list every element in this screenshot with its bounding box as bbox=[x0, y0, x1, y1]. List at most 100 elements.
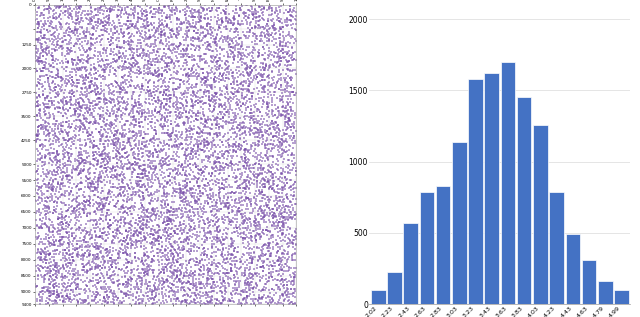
Point bbox=[108, 185, 118, 190]
Point bbox=[191, 71, 202, 76]
Point bbox=[131, 295, 141, 300]
Point bbox=[54, 231, 65, 236]
Point bbox=[117, 189, 127, 194]
Point bbox=[89, 143, 99, 148]
Point bbox=[34, 187, 44, 192]
Point bbox=[138, 107, 148, 113]
Point bbox=[49, 136, 60, 141]
Point bbox=[170, 292, 180, 297]
Point bbox=[168, 3, 178, 8]
Point bbox=[202, 22, 212, 27]
Point bbox=[212, 283, 223, 288]
Point bbox=[63, 207, 73, 212]
Point bbox=[81, 3, 91, 8]
Point bbox=[233, 233, 243, 238]
Point bbox=[289, 162, 299, 167]
Point bbox=[280, 90, 291, 95]
Point bbox=[183, 35, 193, 40]
Point bbox=[97, 33, 108, 38]
Point bbox=[133, 156, 143, 161]
Point bbox=[57, 219, 67, 224]
Point bbox=[58, 191, 68, 197]
Point bbox=[160, 61, 170, 66]
Point bbox=[150, 70, 160, 75]
Point bbox=[131, 237, 141, 242]
Point bbox=[177, 275, 188, 280]
Point bbox=[113, 136, 124, 141]
Point bbox=[109, 110, 119, 115]
Point bbox=[111, 139, 121, 144]
Point bbox=[276, 82, 286, 87]
Point bbox=[281, 106, 291, 111]
Point bbox=[161, 84, 172, 89]
Point bbox=[72, 247, 82, 252]
Point bbox=[270, 30, 280, 35]
Point bbox=[91, 217, 101, 222]
Point bbox=[250, 155, 260, 160]
Point bbox=[236, 200, 246, 205]
Point bbox=[195, 260, 205, 265]
Point bbox=[63, 237, 74, 242]
Point bbox=[161, 61, 172, 66]
Point bbox=[146, 191, 156, 196]
Point bbox=[251, 143, 261, 148]
Point bbox=[138, 21, 148, 26]
Point bbox=[61, 293, 72, 298]
Point bbox=[219, 155, 229, 160]
Point bbox=[122, 140, 132, 145]
Point bbox=[131, 119, 141, 124]
Point bbox=[42, 52, 52, 57]
Point bbox=[169, 186, 179, 191]
Point bbox=[282, 282, 292, 288]
Point bbox=[202, 143, 212, 148]
Point bbox=[230, 176, 241, 181]
Point bbox=[277, 194, 287, 199]
Point bbox=[116, 7, 127, 12]
Point bbox=[199, 246, 209, 251]
Point bbox=[203, 118, 213, 123]
Point bbox=[195, 14, 205, 19]
Point bbox=[122, 18, 132, 23]
Point bbox=[252, 21, 262, 26]
Point bbox=[115, 164, 125, 169]
Point bbox=[109, 216, 119, 221]
Point bbox=[172, 296, 182, 301]
Point bbox=[63, 224, 73, 230]
Point bbox=[104, 250, 115, 256]
Point bbox=[32, 133, 42, 138]
Point bbox=[45, 273, 55, 278]
Point bbox=[108, 139, 118, 144]
Point bbox=[285, 192, 296, 197]
Point bbox=[255, 227, 266, 232]
Point bbox=[204, 90, 214, 95]
Point bbox=[31, 178, 42, 183]
Point bbox=[191, 67, 201, 72]
Point bbox=[204, 172, 214, 177]
Point bbox=[145, 35, 156, 40]
Point bbox=[177, 162, 187, 167]
Point bbox=[252, 176, 262, 181]
Point bbox=[101, 139, 111, 144]
Point bbox=[267, 75, 277, 81]
Point bbox=[128, 55, 138, 61]
Point bbox=[241, 132, 252, 137]
Point bbox=[36, 189, 46, 194]
Point bbox=[93, 180, 104, 185]
Point bbox=[173, 260, 183, 265]
Point bbox=[182, 230, 192, 235]
Point bbox=[56, 89, 66, 94]
Point bbox=[140, 271, 150, 276]
Point bbox=[250, 293, 260, 298]
Point bbox=[76, 13, 86, 18]
Point bbox=[100, 169, 111, 174]
Point bbox=[244, 281, 255, 286]
Point bbox=[99, 69, 109, 74]
Point bbox=[69, 206, 79, 211]
Point bbox=[114, 21, 124, 26]
Point bbox=[172, 72, 182, 77]
Point bbox=[161, 197, 172, 202]
Point bbox=[282, 232, 292, 237]
Point bbox=[287, 151, 297, 156]
Point bbox=[201, 188, 211, 193]
Point bbox=[215, 301, 225, 306]
